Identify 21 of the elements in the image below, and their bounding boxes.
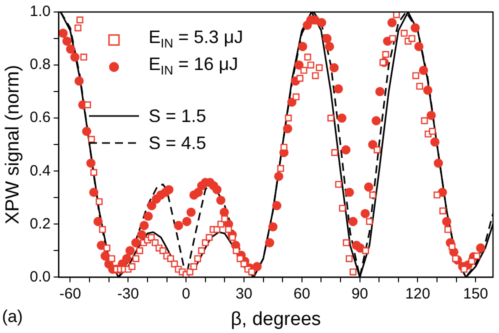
y-tick-label: 0.6 <box>30 109 51 126</box>
x-tick-label: -60 <box>59 285 82 302</box>
legend-label: E$_{IN}$ = 16 μJ <box>148 54 238 78</box>
legend-label: S = 1.5 <box>148 106 206 126</box>
x-tick-label: 120 <box>405 285 430 302</box>
y-tick-label: 1.0 <box>30 3 51 20</box>
x-tick-label: 150 <box>463 285 488 302</box>
x-tick-label: 30 <box>236 285 252 302</box>
legend-label: E$_{IN}$ = 5.3 μJ <box>148 27 244 51</box>
y-tick-label: 0.8 <box>30 56 51 74</box>
x-tick-label: -30 <box>117 285 139 302</box>
y-tick-label: 0.0 <box>30 268 51 286</box>
x-axis-title: β, degrees <box>230 308 321 330</box>
x-tick-label: 60 <box>294 285 310 302</box>
y-tick-label: 0.2 <box>30 215 51 232</box>
x-tick-label: 0 <box>182 285 190 302</box>
legend-label: S = 4.5 <box>148 132 206 152</box>
text: (a) <box>2 307 23 326</box>
y-tick-label: 0.4 <box>30 162 51 180</box>
y-axis-title: XPW signal (norm) <box>2 64 24 224</box>
x-tick-label: 90 <box>351 285 368 302</box>
